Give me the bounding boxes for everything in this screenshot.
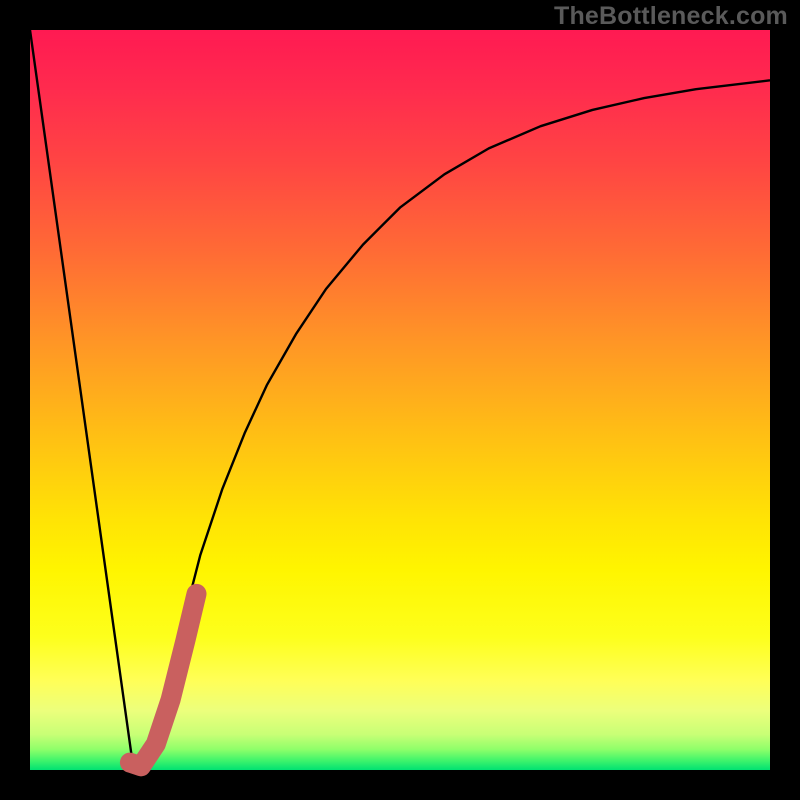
chart-container: TheBottleneck.com xyxy=(0,0,800,800)
chart-plot-background xyxy=(30,30,770,770)
bottleneck-chart xyxy=(0,0,800,800)
